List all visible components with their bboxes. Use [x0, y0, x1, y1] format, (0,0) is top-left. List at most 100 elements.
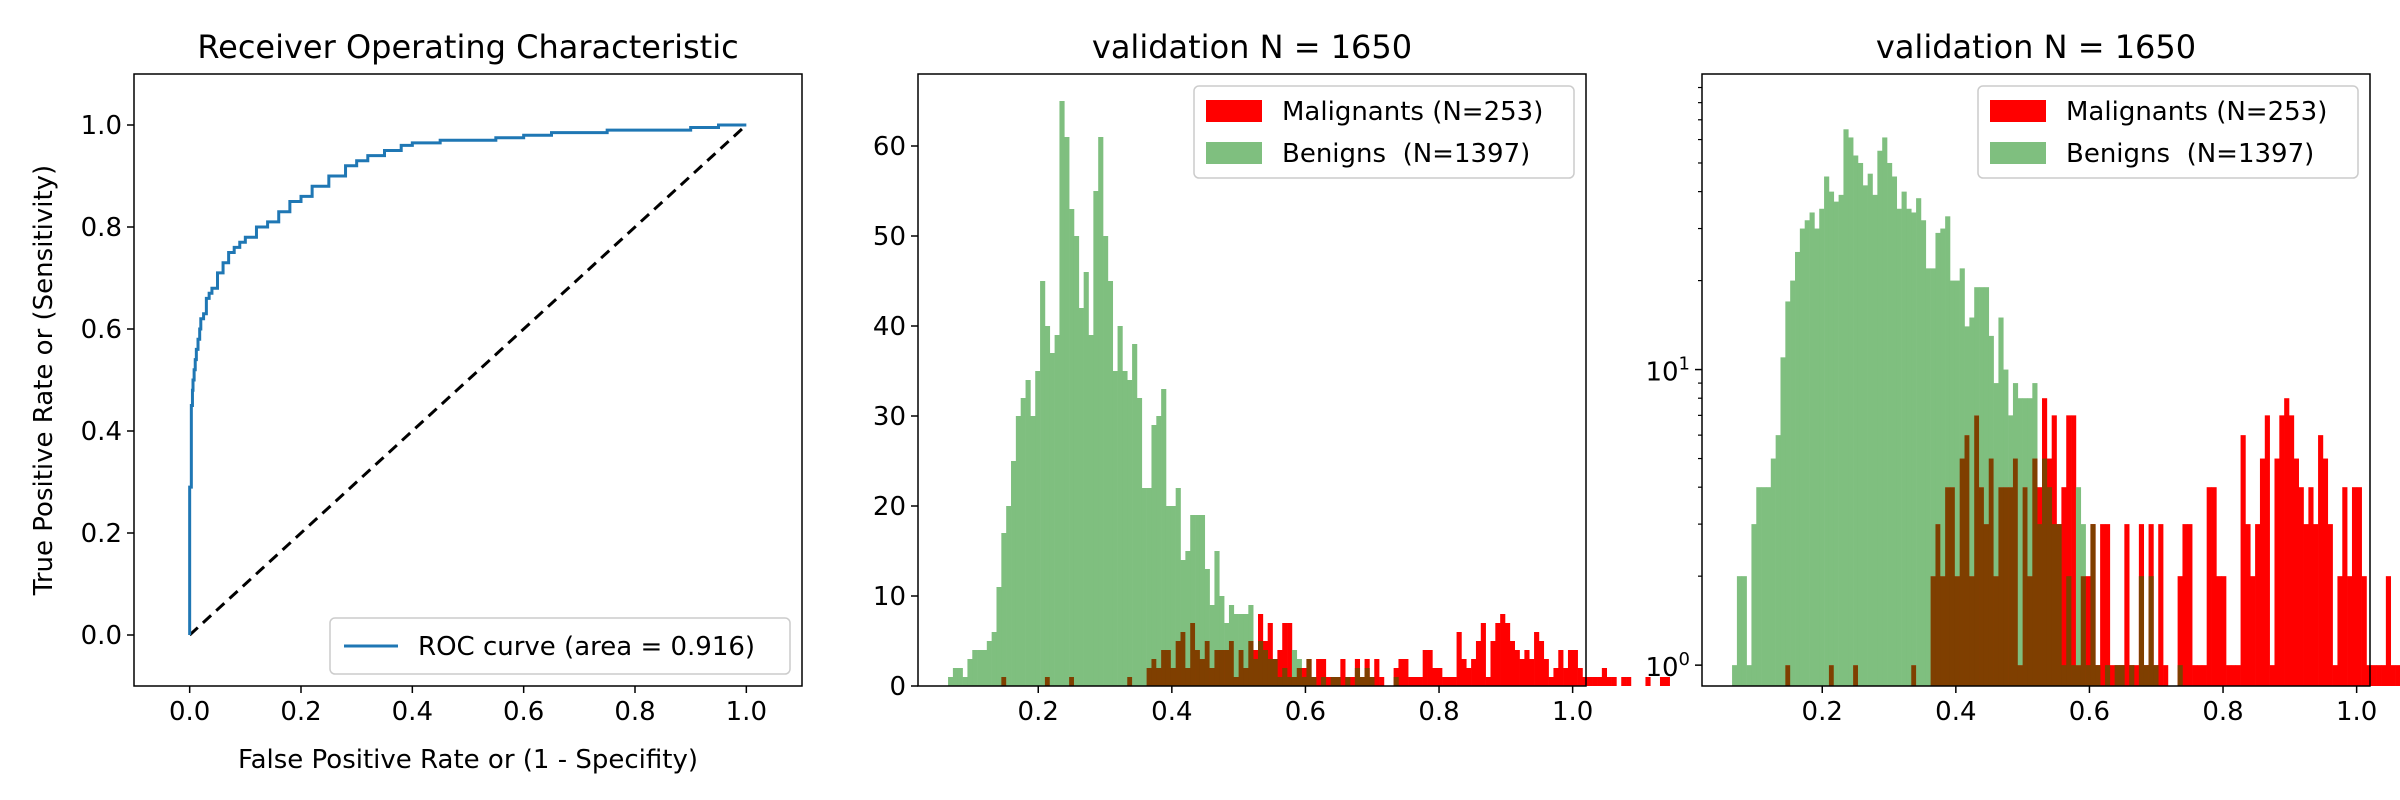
y-tick-label: 100: [1645, 649, 1690, 683]
y-tick-label: 0: [889, 672, 906, 702]
overlap-bar: [2148, 576, 2154, 686]
benign-bar: [1156, 416, 1162, 668]
benign-bar: [1828, 191, 1835, 666]
malignant-bar: [2342, 487, 2348, 686]
benign-bar: [1925, 268, 1931, 686]
x-tick-label: 0.8: [2202, 697, 2243, 727]
malignant-bar: [1601, 668, 1608, 686]
x-tick-label: 0.8: [1418, 697, 1459, 727]
benign-bar: [1044, 326, 1051, 677]
overlap-bar: [1146, 668, 1152, 686]
malignant-bar: [2298, 487, 2304, 686]
x-tick-label: 0.2: [280, 697, 321, 727]
overlap-bar: [1204, 641, 1210, 686]
benign-bar: [1872, 194, 1878, 686]
benign-bar: [1073, 236, 1080, 686]
benign-bar: [1799, 228, 1806, 686]
malignant-bar: [1534, 632, 1540, 686]
malignant-bar: [2177, 576, 2183, 686]
overlap-bar: [2153, 665, 2159, 686]
roc-curve-line: [188, 123, 747, 635]
benign-bar: [1819, 208, 1825, 686]
plot-frame: [917, 73, 1587, 687]
benign-bar: [1035, 371, 1041, 686]
chart-title: validation N = 1650: [1876, 28, 2196, 66]
malignant-bar: [1461, 659, 1467, 686]
malignant-bar: [2196, 665, 2203, 686]
malignant-bar: [1645, 677, 1651, 686]
malignant-bar: [2221, 576, 2227, 686]
malignant-bar: [2182, 524, 2188, 686]
overlap-bar: [2027, 576, 2033, 686]
malignant-bar: [1509, 641, 1515, 686]
benign-bar: [1751, 524, 1757, 686]
overlap-bar: [1945, 487, 1951, 686]
malignant-bar: [1287, 623, 1293, 686]
x-tick-label: 0.4: [392, 697, 433, 727]
overlap-bar: [1983, 524, 1990, 686]
malignant-bar: [1316, 659, 1322, 686]
malignant-bar: [2381, 665, 2387, 686]
malignant-bar: [1626, 677, 1632, 686]
benign-bar: [1195, 515, 1201, 650]
benign-bar: [1906, 208, 1912, 686]
legend-label-roc: ROC curve (area = 0.916): [418, 632, 755, 662]
benign-bar: [2017, 398, 2023, 666]
benign-bar: [1741, 576, 1747, 686]
malignant-bar: [1597, 677, 1603, 686]
malignant-bar: [1437, 668, 1443, 686]
overlap-bar: [2095, 665, 2101, 686]
benign-bar: [996, 587, 1002, 686]
overlap-bar: [1828, 665, 1835, 686]
overlap-bar: [1949, 487, 1956, 686]
y-tick-label: 40: [873, 312, 906, 342]
legend-swatch-malignant: [1990, 100, 2046, 122]
benign-bar: [1732, 665, 1738, 686]
benign-bar: [1746, 665, 1752, 686]
overlap-bar: [2051, 524, 2057, 686]
malignant-bar: [1514, 650, 1520, 686]
malignant-bar: [2264, 415, 2270, 686]
benign-bar: [2003, 369, 2009, 488]
malignant-bar: [1505, 623, 1511, 686]
malignant-bar: [2327, 524, 2333, 686]
benign-bar: [1291, 650, 1298, 677]
legend-label-malignant: Malignants (N=253): [2066, 97, 2327, 127]
malignant-bar: [2245, 524, 2251, 686]
legend: Malignants (N=253) Benigns (N=1397): [1193, 85, 1575, 179]
benign-bar: [1093, 191, 1099, 686]
overlap-bar: [1209, 668, 1215, 686]
malignant-bar: [2293, 458, 2299, 686]
benign-bar: [1243, 614, 1249, 668]
benign-bar: [1833, 201, 1839, 686]
malignant-bar: [2255, 524, 2261, 686]
malignant-bar: [1456, 632, 1462, 686]
overlap-bar: [2003, 487, 2009, 686]
overlap-bar: [1238, 650, 1244, 686]
malignant-bar: [1664, 677, 1670, 686]
benign-bar: [1775, 435, 1781, 686]
malignant-bar: [2187, 524, 2193, 686]
malignant-bar: [2361, 576, 2367, 686]
overlap-bar: [1785, 665, 1791, 686]
malignant-bar: [1446, 677, 1453, 686]
malignant-bar: [1558, 650, 1564, 686]
benign-bar: [1083, 272, 1089, 686]
y-tick-label: 0.8: [81, 213, 122, 243]
overlap-bar: [1969, 576, 1975, 686]
benign-bar: [1040, 281, 1046, 686]
benign-bar: [1006, 506, 1012, 686]
benign-bar: [1224, 623, 1230, 650]
overlap-bar: [1291, 677, 1298, 686]
benign-bar: [1199, 515, 1206, 659]
overlap-bar: [1185, 668, 1191, 686]
benign-bar: [1122, 371, 1128, 686]
malignant-bar: [2351, 487, 2358, 686]
benign-bar: [1132, 344, 1138, 686]
benign-bar: [1809, 212, 1815, 686]
malignant-bar: [1320, 659, 1327, 686]
overlap-bar: [1993, 576, 1999, 686]
benign-bar: [977, 650, 983, 686]
legend-label-benign: Benigns (N=1397): [2066, 139, 2314, 169]
benign-bar: [1165, 506, 1172, 650]
